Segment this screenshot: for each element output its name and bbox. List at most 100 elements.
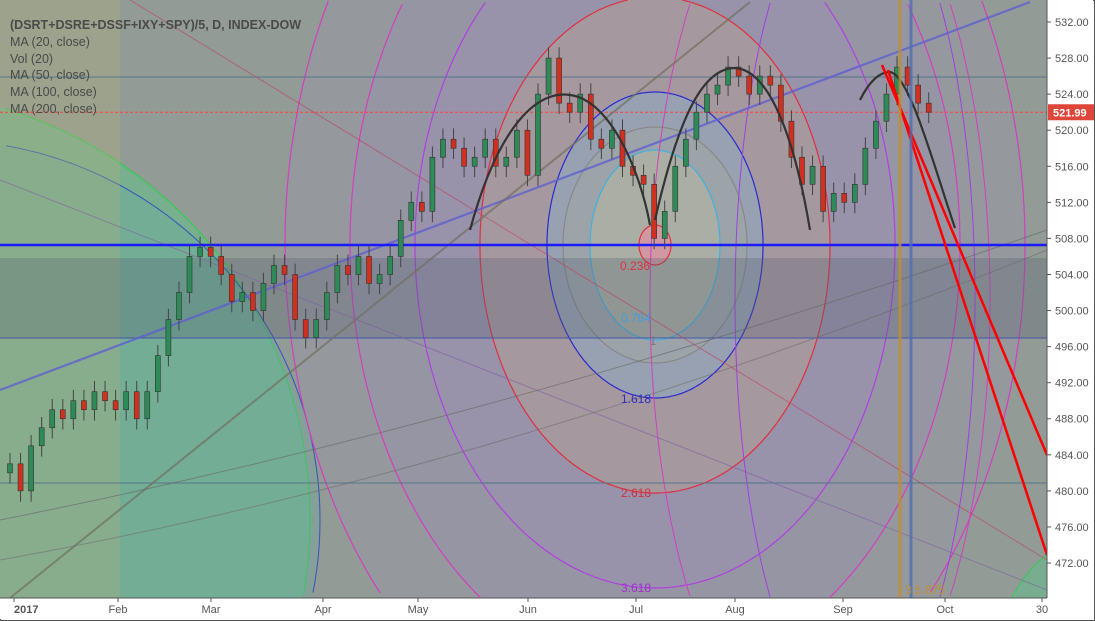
candle (376, 274, 383, 284)
x-tick-label: 2017 (14, 604, 38, 616)
y-tick-label: 508.00 (1055, 233, 1089, 245)
candle (925, 102, 932, 113)
candle (155, 355, 161, 392)
candle (514, 129, 520, 158)
candle (355, 256, 362, 275)
candle (461, 147, 467, 167)
x-tick-label: Jul (629, 604, 643, 616)
y-tick-label: 484.00 (1055, 450, 1089, 462)
x-tick-label: Oct (936, 604, 953, 616)
candle (873, 120, 879, 149)
candle (450, 138, 457, 149)
candle (778, 84, 784, 122)
candle (587, 93, 594, 140)
candle (714, 84, 721, 95)
candle (598, 138, 605, 149)
candle (904, 66, 911, 86)
candle (59, 409, 66, 420)
candle (566, 102, 573, 113)
last-price-label: 521.99 (1053, 107, 1087, 119)
candle (144, 391, 151, 420)
legend-study-ma20[interactable]: MA (20, close) (10, 34, 90, 49)
fib-level-label: 1.618 (621, 392, 651, 406)
candle (419, 202, 425, 212)
y-tick-label: 492.00 (1055, 378, 1089, 390)
ma100-line (0, 249, 1048, 561)
x-tick-label: Jun (519, 604, 537, 616)
candle (841, 193, 848, 203)
candle (250, 292, 256, 311)
y-tick-label: 488.00 (1055, 414, 1089, 426)
y-tick-label: 532.00 (1055, 17, 1089, 29)
candle (49, 409, 56, 429)
y-tick-label: 520.00 (1055, 125, 1089, 137)
candle (281, 265, 288, 275)
candle (334, 265, 341, 293)
plot-area: 0.236 0.764 1 1.618 2.618 3.618 3.5.875 (0, 0, 1049, 599)
candle (862, 147, 869, 185)
legend-title: (DSRT+DSRE+DSSF+IXY+SPY)/5, D, INDEX-DOW (10, 18, 302, 32)
candle (883, 93, 890, 122)
legend-study-ma200[interactable]: MA (200, close) (10, 101, 97, 116)
candle (17, 463, 24, 492)
legend-study-vol20[interactable]: Vol (20) (10, 51, 54, 66)
green-corner-arc (1011, 555, 1047, 598)
shaded-zone (0, 258, 1047, 338)
candle (820, 165, 826, 212)
legend-study-ma50[interactable]: MA (50, close) (10, 68, 90, 83)
candle (535, 93, 541, 176)
candle (133, 391, 140, 420)
y-tick-label: 476.00 (1055, 522, 1089, 534)
fib-level-label: 0.236 (620, 259, 650, 273)
candle (545, 57, 552, 95)
candle (366, 256, 372, 284)
candle (440, 138, 446, 158)
fib-level-label: 0.764 (621, 311, 651, 325)
pattern-arc (468, 93, 652, 231)
candle (482, 138, 489, 158)
candle (693, 111, 700, 140)
y-tick-label: 528.00 (1055, 53, 1089, 65)
candle (7, 463, 13, 474)
candle (661, 211, 668, 239)
candle (830, 193, 837, 212)
y-tick-label: 496.00 (1055, 342, 1089, 354)
candle (112, 400, 119, 411)
fib-level-label: 3.5.875 (905, 583, 945, 597)
candle (197, 247, 203, 257)
candle (70, 400, 77, 420)
candle (292, 274, 298, 320)
y-tick-label: 504.00 (1055, 269, 1089, 281)
y-tick-label: 524.00 (1055, 89, 1089, 101)
candle (524, 129, 531, 176)
candle (239, 292, 246, 302)
candle (218, 256, 224, 275)
olive-band (0, 0, 120, 598)
candle (746, 75, 753, 95)
projection-line (886, 69, 1049, 556)
candle (345, 265, 351, 275)
fib-level-label: 2.618 (621, 486, 651, 500)
fan-line (0, 179, 1048, 591)
legend-study-ma100[interactable]: MA (100, close) (10, 85, 97, 100)
price-axis-bg (1047, 0, 1093, 619)
legend: (DSRT+DSRE+DSSF+IXY+SPY)/5, D, INDEX-DOW… (10, 17, 301, 118)
x-tick-label: May (408, 604, 429, 616)
candle (609, 129, 615, 149)
last-price-badge (1048, 104, 1094, 121)
magenta-fib-arc (649, 4, 991, 596)
candle (260, 283, 267, 311)
time-axis-bg (0, 598, 1047, 619)
y-tick-label: 512.00 (1055, 197, 1089, 209)
candle (915, 84, 921, 104)
candle (302, 319, 309, 338)
candle (672, 165, 679, 212)
candle (207, 247, 214, 257)
x-tick-label: Feb (109, 604, 128, 616)
candle (471, 156, 478, 167)
fib-level-label: 1 (650, 334, 657, 348)
y-tick-label: 480.00 (1055, 486, 1089, 498)
candle (767, 75, 774, 86)
candle (91, 391, 98, 411)
